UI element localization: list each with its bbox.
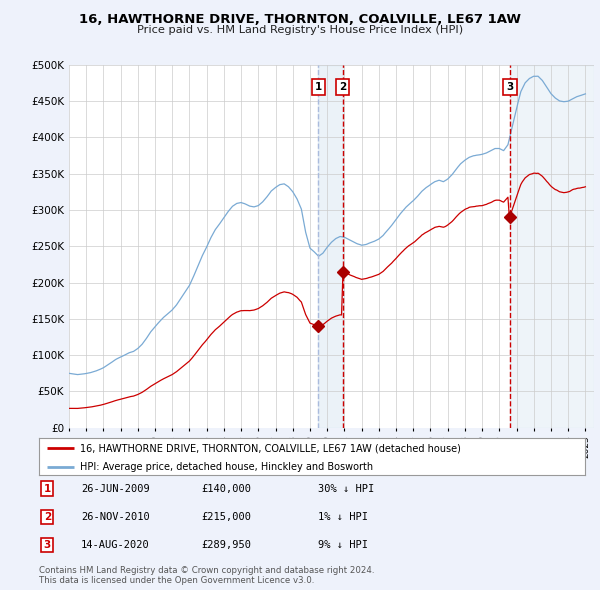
Text: Price paid vs. HM Land Registry's House Price Index (HPI): Price paid vs. HM Land Registry's House … bbox=[137, 25, 463, 35]
Text: HPI: Average price, detached house, Hinckley and Bosworth: HPI: Average price, detached house, Hinc… bbox=[80, 462, 373, 472]
Text: 1: 1 bbox=[44, 484, 51, 493]
Text: 16, HAWTHORNE DRIVE, THORNTON, COALVILLE, LE67 1AW (detached house): 16, HAWTHORNE DRIVE, THORNTON, COALVILLE… bbox=[80, 443, 461, 453]
Text: 26-NOV-2010: 26-NOV-2010 bbox=[81, 512, 150, 522]
Text: 30% ↓ HPI: 30% ↓ HPI bbox=[318, 484, 374, 493]
Text: 2: 2 bbox=[44, 512, 51, 522]
Text: £140,000: £140,000 bbox=[201, 484, 251, 493]
Bar bbox=[510, 65, 594, 428]
Text: 3: 3 bbox=[44, 540, 51, 550]
Text: 1% ↓ HPI: 1% ↓ HPI bbox=[318, 512, 368, 522]
Text: 16, HAWTHORNE DRIVE, THORNTON, COALVILLE, LE67 1AW: 16, HAWTHORNE DRIVE, THORNTON, COALVILLE… bbox=[79, 13, 521, 26]
Text: 2: 2 bbox=[339, 81, 346, 91]
Text: 26-JUN-2009: 26-JUN-2009 bbox=[81, 484, 150, 493]
Text: 1: 1 bbox=[314, 81, 322, 91]
Bar bbox=[318, 65, 343, 428]
Text: 14-AUG-2020: 14-AUG-2020 bbox=[81, 540, 150, 550]
Text: Contains HM Land Registry data © Crown copyright and database right 2024.
This d: Contains HM Land Registry data © Crown c… bbox=[39, 566, 374, 585]
Text: 3: 3 bbox=[506, 81, 514, 91]
Text: £215,000: £215,000 bbox=[201, 512, 251, 522]
Text: 9% ↓ HPI: 9% ↓ HPI bbox=[318, 540, 368, 550]
Text: £289,950: £289,950 bbox=[201, 540, 251, 550]
